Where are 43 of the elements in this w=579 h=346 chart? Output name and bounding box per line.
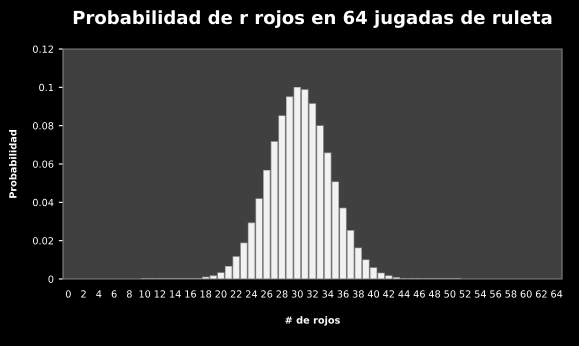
- x-tick-label: 34: [322, 290, 334, 298]
- x-tick-label: 32: [307, 290, 318, 298]
- x-tick-label: 8: [126, 290, 132, 298]
- x-tick-label: 22: [230, 290, 242, 298]
- x-tick-label: 50: [444, 290, 456, 298]
- y-tick-label: 0.1: [39, 84, 54, 92]
- x-tick-label: 28: [276, 290, 288, 298]
- x-tick-label: 30: [292, 290, 303, 298]
- x-tick-label: 54: [474, 290, 486, 298]
- x-tick-label: 60: [520, 290, 532, 298]
- y-axis-title: Probabilidad: [9, 130, 17, 198]
- x-tick-label: 62: [536, 290, 547, 298]
- x-tick-label: 24: [246, 290, 258, 298]
- x-tick-label: 18: [200, 290, 212, 298]
- y-tick-label: 0.04: [32, 198, 54, 206]
- x-tick-label: 42: [383, 290, 394, 298]
- x-tick-label: 14: [170, 290, 181, 298]
- chart-title: Probabilidad de r rojos en 64 jugadas de ruleta: [74, 10, 552, 28]
- x-tick-label: 12: [154, 290, 166, 298]
- x-tick-label: 56: [490, 290, 502, 298]
- x-tick-label: 38: [352, 290, 364, 298]
- x-tick-label: 48: [428, 290, 440, 298]
- y-tick-label: 0.12: [32, 45, 53, 53]
- x-tick-label: 4: [96, 290, 102, 298]
- x-tick-label: 44: [398, 290, 410, 298]
- y-tick-label: 0.08: [32, 122, 54, 130]
- x-tick-label: 46: [414, 290, 425, 298]
- x-tick-label: 16: [185, 290, 196, 298]
- x-tick-label: 36: [338, 290, 349, 298]
- y-tick-label: 0.06: [32, 160, 54, 168]
- x-tick-label: 20: [215, 290, 226, 298]
- x-axis-title: # de rojos: [285, 316, 340, 326]
- x-tick-label: 40: [368, 290, 380, 298]
- y-tick-label: 0: [48, 275, 54, 283]
- x-tick-label: 2: [81, 290, 86, 298]
- x-tick-label: 52: [460, 290, 470, 298]
- x-tick-label: 10: [140, 290, 150, 298]
- x-tick-label: 58: [505, 290, 516, 298]
- x-tick-label: 26: [261, 290, 272, 298]
- x-tick-label: 64: [551, 290, 562, 298]
- x-tick-label: 0: [66, 290, 71, 298]
- y-tick-label: 0.02: [32, 237, 53, 244]
- x-tick-label: 6: [112, 290, 117, 298]
